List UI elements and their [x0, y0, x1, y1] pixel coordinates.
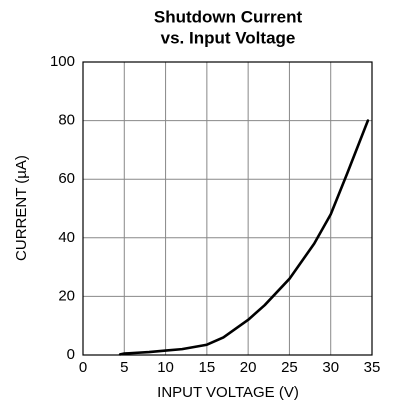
x-tick-label: 5: [120, 359, 128, 376]
y-tick-label: 40: [58, 229, 75, 246]
data-line: [118, 119, 370, 356]
x-tick-label: 0: [79, 359, 87, 376]
x-tick-label: 30: [322, 359, 339, 376]
x-tick-label: 10: [157, 359, 174, 376]
chart-title: vs. Input Voltage: [161, 28, 296, 47]
x-tick-label: 20: [240, 359, 257, 376]
y-axis-label: CURRENT (µA): [13, 155, 30, 261]
y-tick-label: 20: [58, 287, 75, 304]
y-tick-label: 0: [67, 346, 75, 363]
x-axis-label: INPUT VOLTAGE (V): [157, 384, 299, 401]
x-tick-label: 15: [199, 359, 216, 376]
x-tick-label: 25: [281, 359, 298, 376]
y-tick-label: 80: [58, 112, 75, 129]
y-tick-label: 60: [58, 170, 75, 187]
plot-frame: [82, 61, 373, 356]
y-tick-label: 100: [50, 53, 75, 70]
x-tick-label: 35: [364, 359, 381, 376]
chart-title: Shutdown Current: [154, 7, 303, 26]
